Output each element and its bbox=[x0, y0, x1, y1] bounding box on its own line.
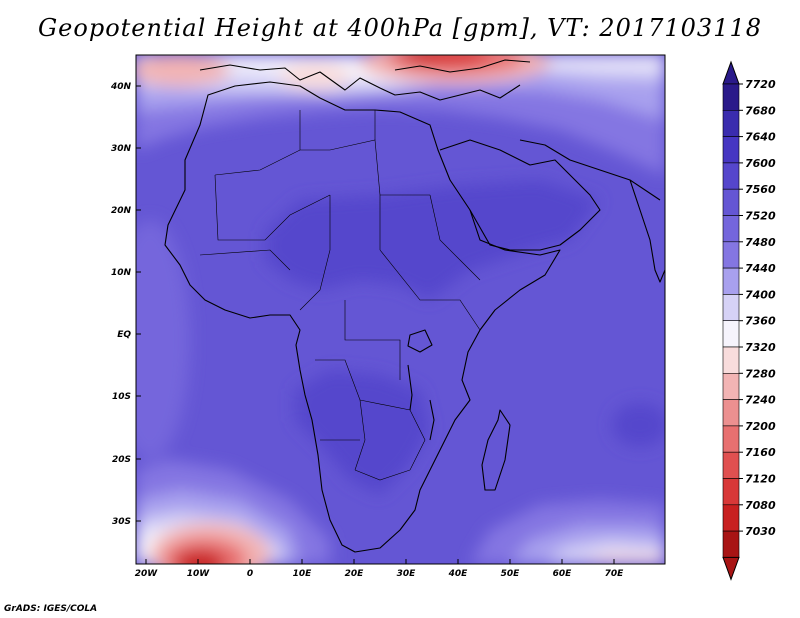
lon-ticks bbox=[145, 559, 615, 564]
colorbar-swatch bbox=[722, 346, 740, 374]
coastlines bbox=[164, 59, 665, 553]
colorbar-swatch bbox=[722, 294, 740, 321]
lat-label: 40N bbox=[110, 82, 132, 92]
colorbar-swatch bbox=[722, 478, 740, 506]
colorbar-swatch bbox=[722, 267, 740, 295]
colorbar-swatch bbox=[722, 136, 740, 164]
lat-label: 20N bbox=[111, 206, 132, 216]
lat-ticks bbox=[136, 85, 141, 522]
lon-label: 0 bbox=[247, 569, 253, 579]
colorbar-label: 7240 bbox=[745, 394, 776, 407]
colorbar-label: 7640 bbox=[745, 131, 776, 144]
colorbar-label: 7520 bbox=[745, 210, 776, 223]
colorbar-label: 7160 bbox=[745, 446, 776, 459]
colorbar-label: 7200 bbox=[745, 420, 776, 433]
colorbar-swatch bbox=[722, 504, 740, 532]
colorbar-swatch bbox=[722, 215, 740, 243]
lon-labels: 20W 10W 0 10E 20E 30E 40E 50E 60E 70E bbox=[135, 569, 624, 579]
colorbar-swatch bbox=[722, 372, 740, 400]
lon-label: 10W bbox=[187, 569, 211, 579]
colorbar-label: 7360 bbox=[745, 315, 776, 328]
lon-label: 40E bbox=[448, 569, 469, 579]
colorbar-bottom-arrow bbox=[722, 556, 740, 581]
colorbar-swatch bbox=[722, 83, 740, 111]
plot-frame bbox=[135, 54, 666, 565]
lat-label: 10S bbox=[112, 392, 131, 402]
lat-label: 10N bbox=[111, 268, 132, 278]
colorbar-label: 7030 bbox=[745, 525, 776, 538]
colorbar-top-arrow bbox=[722, 60, 740, 85]
lon-label: 50E bbox=[501, 569, 521, 579]
lon-label: 60E bbox=[553, 569, 573, 579]
colorbar-label: 7480 bbox=[745, 236, 776, 249]
lat-label: 30S bbox=[112, 517, 131, 527]
colorbar-label: 7280 bbox=[745, 367, 776, 380]
colorbar-swatch bbox=[722, 530, 740, 558]
colorbar-label: 7720 bbox=[745, 78, 776, 91]
colorbar-label: 7400 bbox=[745, 288, 776, 301]
colorbar-label: 7560 bbox=[745, 183, 776, 196]
lon-label: 30E bbox=[397, 569, 417, 579]
colorbar-swatch bbox=[722, 241, 740, 269]
colorbar-label: 7120 bbox=[745, 473, 776, 486]
lon-label: 20W bbox=[135, 569, 159, 579]
colorbar-label: 7320 bbox=[745, 341, 776, 354]
grads-credit: GrADS: IGES/COLA bbox=[4, 604, 98, 614]
lon-label: 10E bbox=[293, 569, 313, 579]
colorbar-swatch bbox=[722, 451, 740, 479]
map-title: Geopotential Height at 400hPa [gpm], VT:… bbox=[38, 14, 762, 42]
colorbar: 7720 7680 7640 7600 7560 7520 7480 7440 7400 7360… bbox=[722, 60, 776, 581]
colorbar-label: 7440 bbox=[745, 262, 776, 275]
geopotential-field bbox=[136, 55, 665, 564]
lat-label: 30N bbox=[111, 144, 132, 154]
colorbar-swatch bbox=[722, 162, 740, 190]
lat-label: 20S bbox=[112, 455, 131, 465]
colorbar-swatch bbox=[722, 425, 740, 453]
colorbar-swatch bbox=[722, 320, 740, 348]
lon-label: 70E bbox=[605, 569, 625, 579]
lon-label: 20E bbox=[345, 569, 365, 579]
lat-labels: 40N 30N 20N 10N EQ 10S 20S 30S bbox=[110, 82, 132, 527]
lat-label: EQ bbox=[117, 330, 131, 340]
colorbar-label: 7080 bbox=[745, 499, 776, 512]
colorbar-swatch bbox=[722, 188, 740, 216]
colorbar-swatch bbox=[722, 399, 740, 427]
colorbar-label: 7680 bbox=[745, 104, 776, 117]
colorbar-swatch bbox=[722, 110, 740, 137]
country-borders bbox=[199, 110, 481, 481]
colorbar-label: 7600 bbox=[745, 157, 776, 170]
